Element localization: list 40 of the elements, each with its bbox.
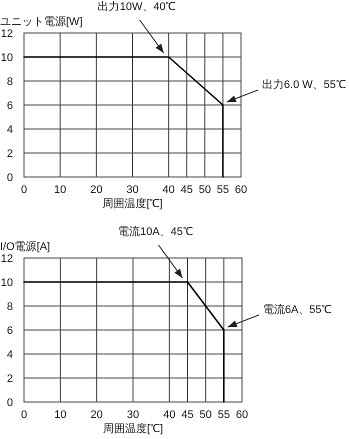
y-tick-label: 12 <box>0 28 13 40</box>
y-tick-label: 12 <box>0 253 13 265</box>
annotation: 出力6.0 W、55℃ <box>262 78 346 91</box>
y-tick-label: 2 <box>6 373 13 385</box>
x-tick-label: 0 <box>20 184 28 196</box>
x-tick-label: 45 <box>181 409 194 421</box>
y-tick-label: 10 <box>0 52 13 64</box>
x-tick-label: 0 <box>20 409 28 421</box>
x-tick-label: 10 <box>54 184 66 196</box>
x-axis-title: 周囲温度[℃] <box>102 422 164 435</box>
x-tick-label: 50 <box>198 184 211 196</box>
y-tick-label: 6 <box>6 325 13 337</box>
annotation: 出力10W、40℃ <box>98 0 176 13</box>
y-axis-title: ユニット電源[W] <box>0 16 82 28</box>
annotation: 電流10A、45℃ <box>118 225 193 238</box>
x-tick-label: 30 <box>126 409 140 421</box>
y-tick-label: 0 <box>6 172 13 184</box>
x-tick-label: 10 <box>54 409 66 421</box>
x-tick-label: 30 <box>126 184 139 196</box>
x-tick-label: 40 <box>163 409 176 421</box>
y-tick-label: 6 <box>6 100 13 112</box>
y-tick-label: 2 <box>6 148 13 160</box>
y-tick-label: 0 <box>6 397 13 409</box>
x-tick-label: 55 <box>216 184 230 196</box>
x-tick-label: 20 <box>90 184 102 196</box>
x-tick-label: 60 <box>236 409 248 421</box>
x-tick-label: 60 <box>234 184 248 196</box>
x-tick-label: 40 <box>162 184 175 196</box>
annotation: 電流6A、55℃ <box>262 303 332 316</box>
y-tick-label: 4 <box>6 124 13 136</box>
y-tick-label: 10 <box>0 277 13 289</box>
x-tick-label: 55 <box>218 409 230 421</box>
y-tick-label: 8 <box>6 301 13 313</box>
x-tick-label: 50 <box>200 409 212 421</box>
y-tick-label: 8 <box>6 76 13 88</box>
x-tick-label: 20 <box>90 409 103 421</box>
y-tick-label: 4 <box>6 349 13 361</box>
y-axis-title: I/O電源[A] <box>0 241 50 253</box>
x-axis-title: 周囲温度[℃] <box>102 197 163 210</box>
x-tick-label: 45 <box>180 184 193 196</box>
